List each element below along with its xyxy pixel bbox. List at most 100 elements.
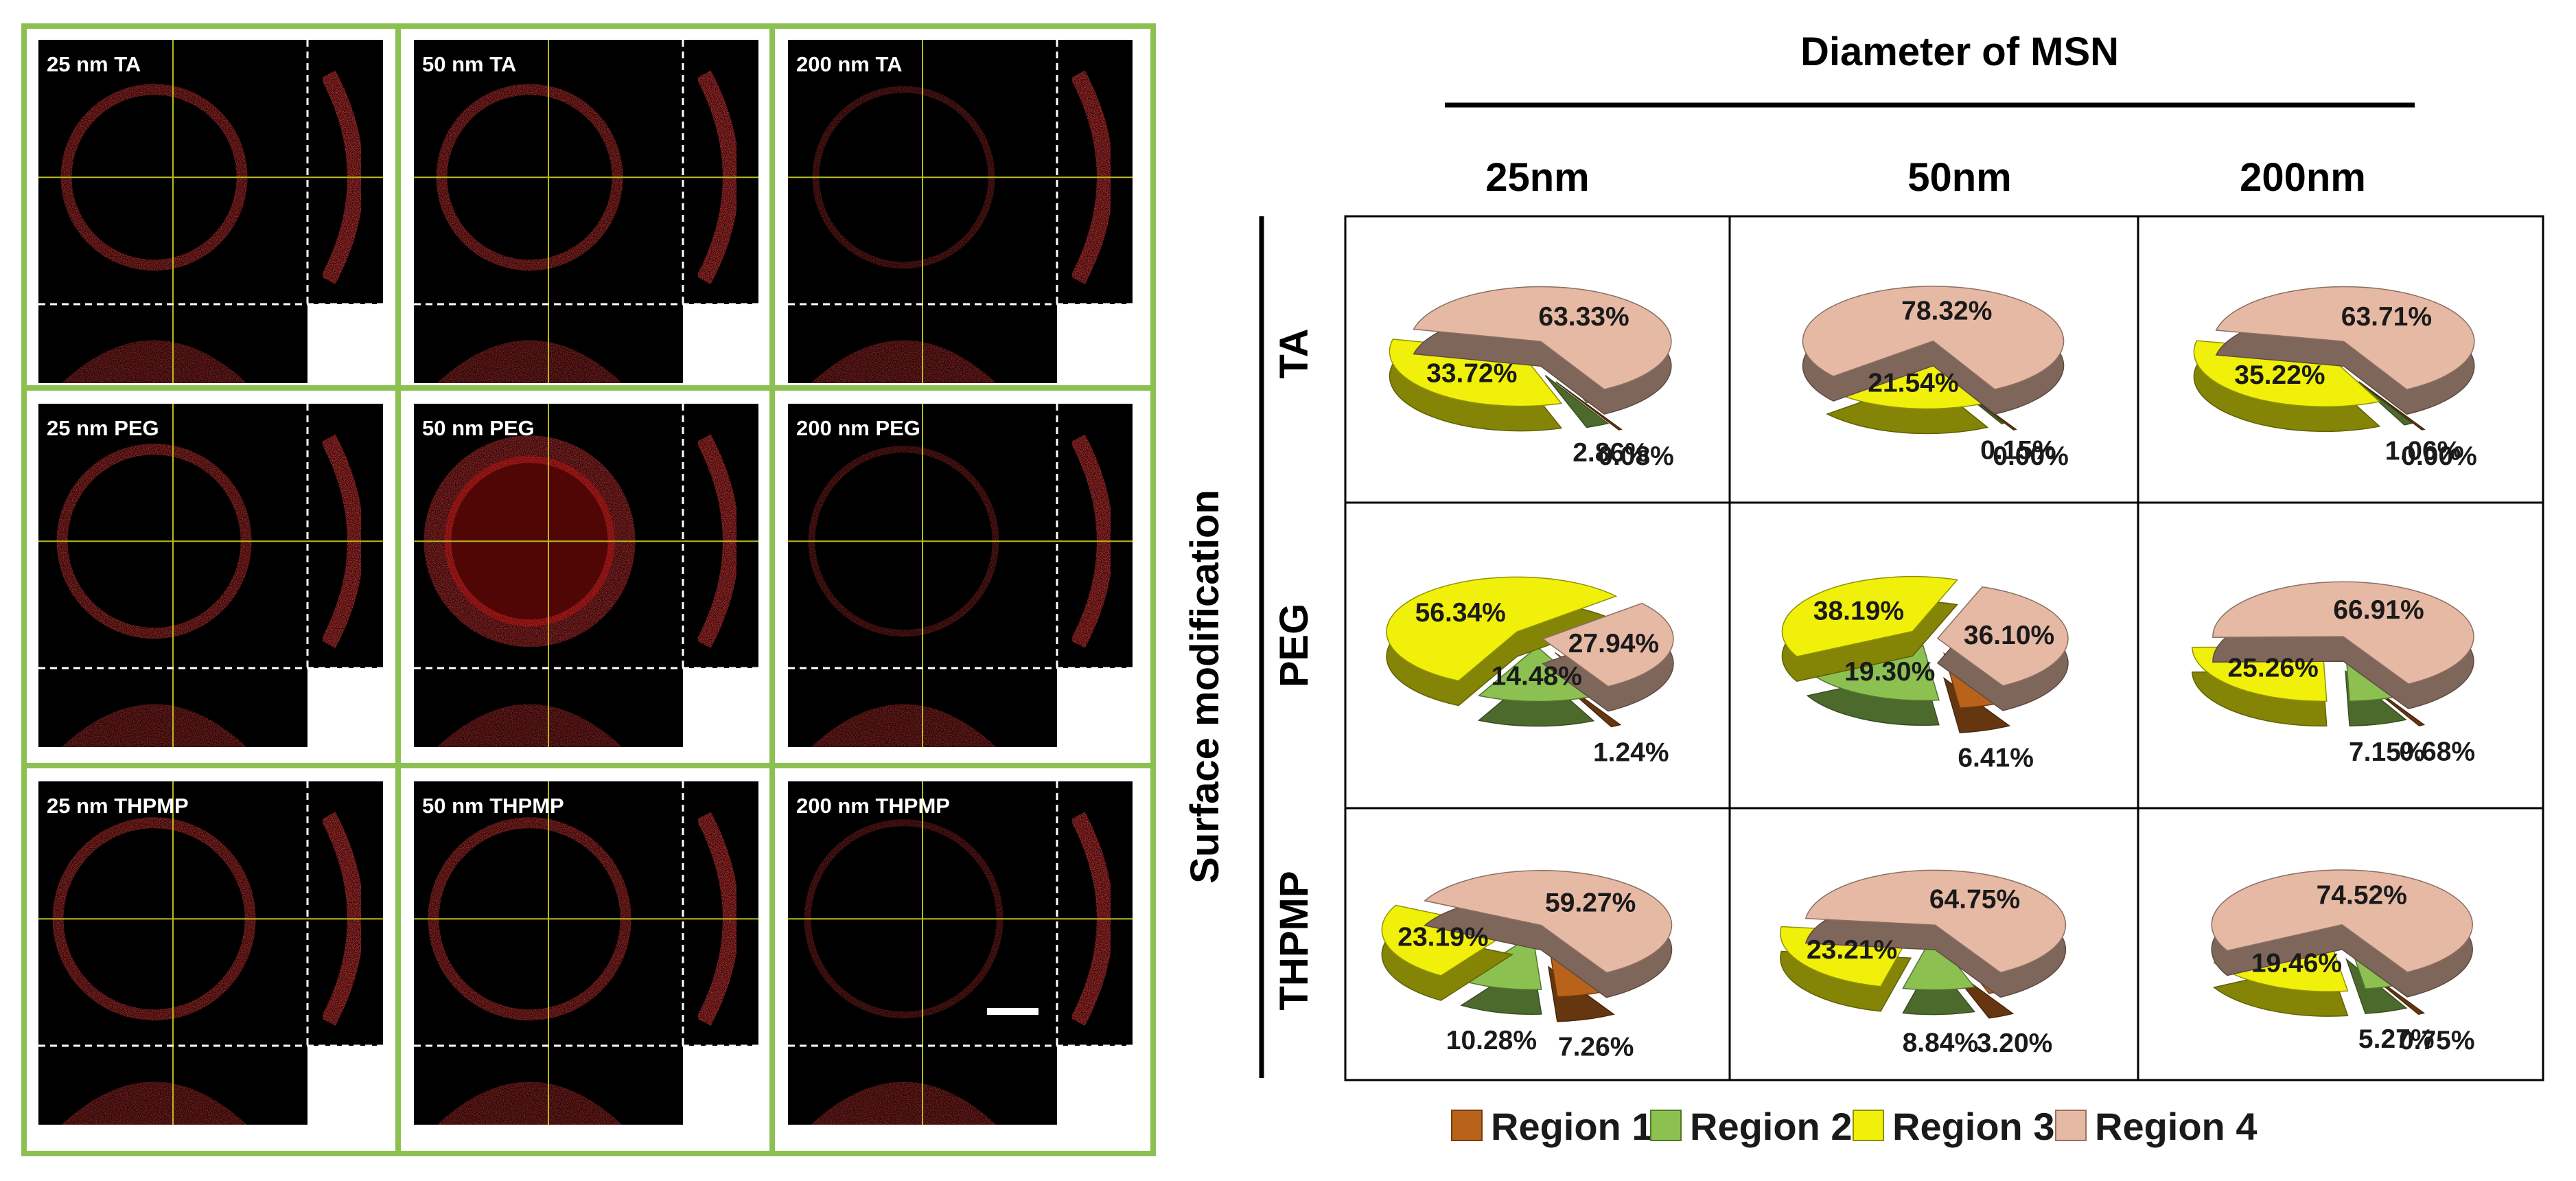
pie-value-label: 10.28% bbox=[1446, 1026, 1537, 1055]
yz-view bbox=[308, 781, 383, 1046]
confocal-panel: 25 nm PEG bbox=[38, 404, 383, 747]
confocal-panel-label: 50 nm THPMP bbox=[422, 794, 564, 818]
xz-profile-signal bbox=[811, 1081, 997, 1125]
pie-value-label: 0.68% bbox=[2400, 737, 2476, 767]
legend-item-region-3: Region 3 bbox=[1853, 1105, 2054, 1148]
confocal-image-grid: 25 nm TA 50 nm TA 200 nm TA 25 nm PEG 50 nm … bbox=[21, 23, 1156, 1156]
slice-top bbox=[1381, 904, 1514, 976]
confocal-panel-label: 25 nm PEG bbox=[47, 416, 159, 440]
slice-top bbox=[2211, 869, 2473, 973]
row-label-thpmp: THPMP bbox=[1272, 871, 1316, 1011]
legend-label-region-2: Region 2 bbox=[1690, 1105, 1852, 1148]
legend-swatch-region-1 bbox=[1451, 1110, 1483, 1141]
pie-thpmp-50nm: 3.20%8.84% 23.21% 64.75% bbox=[1780, 869, 2067, 1058]
confocal-panel-label: 50 nm TA bbox=[422, 52, 516, 76]
pie-value-label: 36.10% bbox=[1964, 621, 2054, 650]
slice-top bbox=[1413, 286, 1672, 390]
pie-slice-region-4 bbox=[2212, 581, 2474, 710]
pie-value-label: 19.46% bbox=[2251, 948, 2342, 978]
legend-swatch-region-2 bbox=[1650, 1110, 1682, 1141]
pie-value-label: 21.54% bbox=[1868, 369, 1958, 398]
column-label-50nm: 50nm bbox=[1907, 155, 2012, 200]
pie-value-label: 1.06% bbox=[2385, 436, 2461, 466]
row-label-peg: PEG bbox=[1272, 604, 1316, 688]
pie-value-label: 5.27% bbox=[2358, 1024, 2435, 1054]
xz-profile-signal bbox=[811, 340, 997, 383]
pie-chart-matrix: Diameter of MSN 25nm 50nm 200nm Surface … bbox=[1183, 30, 2544, 1148]
yz-view bbox=[683, 781, 758, 1046]
pie-value-label: 19.30% bbox=[1844, 657, 1935, 687]
pie-slice-region-4 bbox=[2215, 286, 2475, 415]
slice-top bbox=[1478, 645, 1595, 702]
pie-ta-200nm: 0.00%1.06% 35.22% 63.71% bbox=[2193, 286, 2477, 471]
pie-value-label: 35.22% bbox=[2234, 360, 2325, 390]
xz-profile-signal bbox=[437, 340, 623, 383]
pie-value-label: 78.32% bbox=[1901, 297, 1992, 326]
yz-view bbox=[308, 404, 383, 668]
legend-item-region-2: Region 2 bbox=[1650, 1105, 1852, 1148]
confocal-panel-label: 50 nm PEG bbox=[422, 416, 535, 440]
pie-value-label: 6.41% bbox=[1958, 744, 2034, 773]
pie-ta-25nm: 0.08%2.86% 33.72% 63.33% bbox=[1389, 286, 1674, 471]
pie-grid-lines bbox=[1344, 215, 2544, 1081]
pie-value-label: 0.15% bbox=[1980, 435, 2056, 465]
pie-value-label: 14.48% bbox=[1492, 662, 1582, 691]
legend-label-region-1: Region 1 bbox=[1491, 1105, 1653, 1148]
confocal-panel: 50 nm PEG bbox=[414, 404, 758, 747]
y-axis-title: Surface modification bbox=[1183, 490, 1227, 884]
pie-value-label: 0.08% bbox=[1598, 442, 1674, 471]
legend-swatch-region-3 bbox=[1853, 1110, 1884, 1141]
yz-view bbox=[683, 40, 758, 304]
pie-slice-region-4 bbox=[1936, 586, 2069, 711]
pie-value-label: 74.52% bbox=[2317, 881, 2407, 910]
legend-item-region-4: Region 4 bbox=[2055, 1105, 2257, 1148]
slice-top bbox=[1802, 286, 2065, 390]
xz-profile-signal bbox=[61, 340, 247, 383]
legend: Region 1 Region 2 Region 3 Region 4 bbox=[1451, 1105, 2257, 1148]
confocal-panel: 50 nm TA bbox=[414, 40, 758, 383]
scale-bar bbox=[987, 1008, 1038, 1015]
pie-value-label: 1.24% bbox=[1593, 738, 1669, 768]
pie-value-label: 0.00% bbox=[1993, 442, 2069, 471]
pie-value-label: 25.26% bbox=[2227, 653, 2318, 683]
pie-peg-50nm: 6.41% 19.30% 38.19% 36.10% bbox=[1781, 575, 2069, 773]
pie-slice-region-3 bbox=[1386, 576, 1618, 707]
pie-value-label: 27.94% bbox=[1568, 629, 1659, 658]
pie-slice-region-2 bbox=[1902, 934, 1975, 1016]
slice-top bbox=[1902, 934, 1975, 991]
pie-peg-200nm: 0.68%7.15% 25.26% 66.91% bbox=[2192, 581, 2476, 767]
pie-slice-region-3 bbox=[1781, 575, 1959, 683]
slice-top bbox=[1805, 869, 2067, 974]
column-label-25nm: 25nm bbox=[1485, 155, 1590, 200]
legend-swatch-region-4 bbox=[2055, 1110, 2087, 1141]
confocal-panel: 25 nm TA bbox=[38, 40, 383, 383]
slice-top bbox=[1386, 576, 1618, 682]
slice-top bbox=[1936, 586, 2069, 687]
confocal-panel-label: 200 nm TA bbox=[796, 52, 902, 76]
slice-side bbox=[2349, 374, 2413, 426]
legend-label-region-4: Region 4 bbox=[2095, 1105, 2257, 1148]
slice-side bbox=[1544, 375, 1610, 428]
yz-view bbox=[683, 404, 758, 668]
pie-value-label: 8.84% bbox=[1903, 1028, 1979, 1057]
pie-value-label: 3.20% bbox=[1977, 1029, 2053, 1058]
yz-view bbox=[1057, 781, 1133, 1046]
pie-value-label: 33.72% bbox=[1426, 358, 1517, 388]
confocal-panel: 200 nm THPMP bbox=[788, 781, 1133, 1125]
column-label-200nm: 200nm bbox=[2240, 155, 2366, 200]
pie-value-label: 63.71% bbox=[2341, 302, 2432, 332]
pies: 0.08%2.86%33.72%63.33%0.00%0.15%21.54%78… bbox=[1381, 286, 2477, 1062]
pie-slice-region-4 bbox=[1423, 870, 1673, 998]
confocal-panel-label: 200 nm PEG bbox=[796, 416, 920, 440]
x-axis-title: Diameter of MSN bbox=[1800, 30, 2119, 74]
xz-profile-signal bbox=[437, 1081, 623, 1125]
pie-value-label: 59.27% bbox=[1545, 888, 1636, 918]
pie-thpmp-25nm: 7.26% 10.28% 23.19% 59.27% bbox=[1381, 870, 1673, 1062]
slice-side bbox=[1555, 381, 1623, 431]
pie-value-label: 23.19% bbox=[1397, 923, 1488, 952]
xz-profile-signal bbox=[811, 704, 997, 747]
pie-grid-border bbox=[1344, 215, 2544, 1081]
confocal-panel: 200 nm PEG bbox=[788, 404, 1133, 747]
pie-value-label: 2.86% bbox=[1573, 438, 1649, 468]
